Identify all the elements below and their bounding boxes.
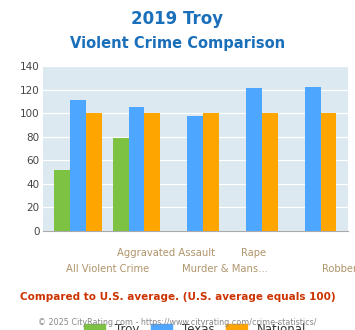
Legend: Troy, Texas, National: Troy, Texas, National: [81, 319, 310, 330]
Bar: [321, 113, 337, 231]
Text: Aggravated Assault: Aggravated Assault: [117, 248, 215, 257]
Bar: [203, 113, 219, 231]
Bar: [187, 115, 203, 231]
Bar: [305, 87, 321, 231]
Text: © 2025 CityRating.com - https://www.cityrating.com/crime-statistics/: © 2025 CityRating.com - https://www.city…: [38, 318, 317, 327]
Bar: [113, 138, 129, 231]
Text: All Violent Crime: All Violent Crime: [66, 264, 149, 274]
Bar: [70, 100, 86, 231]
Bar: [246, 88, 262, 231]
Bar: [54, 170, 70, 231]
Text: Murder & Mans...: Murder & Mans...: [182, 264, 268, 274]
Bar: [86, 113, 102, 231]
Bar: [129, 107, 144, 231]
Text: Rape: Rape: [241, 248, 267, 257]
Text: Compared to U.S. average. (U.S. average equals 100): Compared to U.S. average. (U.S. average …: [20, 292, 335, 302]
Bar: [262, 113, 278, 231]
Text: Robbery: Robbery: [322, 264, 355, 274]
Text: Violent Crime Comparison: Violent Crime Comparison: [70, 36, 285, 51]
Text: 2019 Troy: 2019 Troy: [131, 10, 224, 28]
Bar: [144, 113, 160, 231]
